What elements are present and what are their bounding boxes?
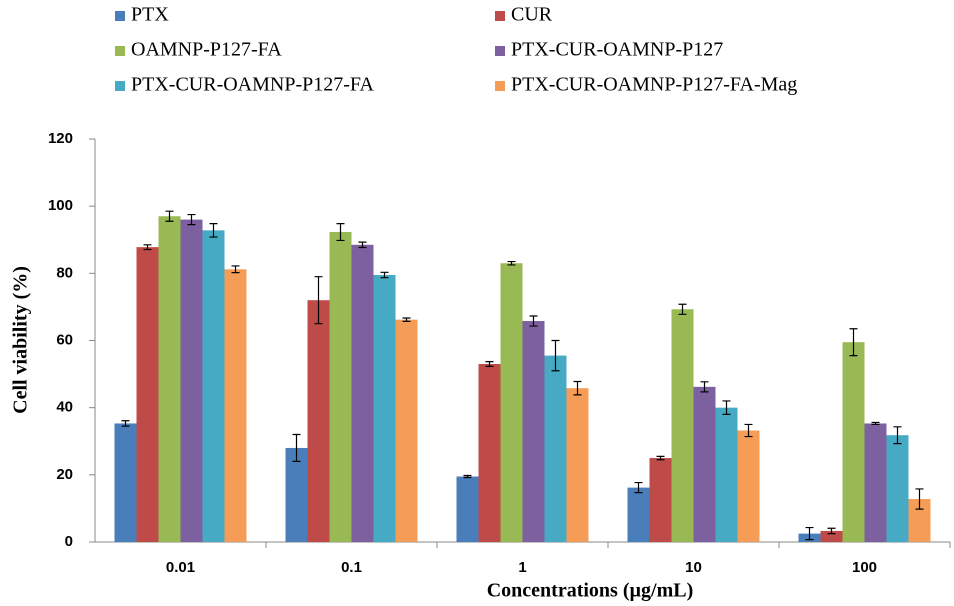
legend-label: PTX-CUR-OAMNP-P127 [511,39,723,61]
error-bar [121,420,130,427]
error-bar [744,423,753,438]
bar [842,342,865,542]
bar [500,263,523,542]
bar [671,309,694,542]
bar [373,275,396,542]
bar [351,244,374,542]
y-tick-label: 80 [56,264,73,281]
bar [886,435,909,542]
y-tick-label: 100 [48,197,73,214]
bar [456,476,479,542]
x-tick-label: 0.1 [341,559,362,576]
error-bar [143,244,152,251]
bar [820,530,843,542]
error-bar [358,241,367,249]
x-tick-label: 100 [852,559,877,576]
bar [202,230,225,542]
legend-swatch [115,46,125,56]
error-bar [231,265,240,274]
legend-swatch [115,11,125,21]
bar [544,355,567,542]
legend-swatch [495,11,505,21]
error-bar [827,527,836,535]
y-tick-label: 40 [56,399,73,416]
legend-swatch [495,81,505,91]
bar [114,423,137,542]
bar [737,430,760,542]
error-bar [805,526,814,541]
legend-label: PTX [131,4,169,26]
bar [627,487,650,542]
error-bar [678,303,687,315]
bar [908,499,931,542]
error-bar [634,481,643,494]
y-tick-label: 120 [48,130,73,147]
legend-label: PTX-CUR-OAMNP-P127-FA [131,74,375,96]
y-tick-label: 20 [56,466,73,483]
error-bar [507,260,516,266]
bar [307,300,330,542]
error-bar [573,380,582,396]
bar [693,386,716,542]
x-tick-label: 1 [518,559,526,576]
error-bar [187,213,196,226]
error-bar [336,223,345,242]
bar [329,232,352,543]
error-bar [292,433,301,462]
x-tick-label: 10 [685,559,702,576]
error-bar [700,381,709,393]
error-bar [165,210,174,222]
error-bar [893,426,902,445]
bar [285,447,308,542]
bar [180,219,203,542]
bar [715,407,738,542]
error-bar [722,400,731,415]
x-tick-label: 0.01 [166,559,195,576]
error-bar [380,271,389,279]
error-bar [402,317,411,322]
bar [478,364,501,542]
legend-swatch [495,46,505,56]
error-bar [463,474,472,479]
bar [649,458,672,542]
bar [158,216,181,542]
bar [522,321,545,542]
error-bar [314,276,323,325]
bar [224,269,247,542]
error-bar [871,421,880,426]
bar [136,247,159,542]
legend-label: CUR [511,4,553,26]
error-bar [551,339,560,372]
error-bar [209,223,218,238]
legend-swatch [115,81,125,91]
error-bar [915,488,924,510]
bar [395,319,418,542]
error-bar [529,315,538,327]
bar [864,423,887,542]
error-bar [656,455,665,461]
error-bar [849,328,858,357]
legend-label: PTX-CUR-OAMNP-P127-FA-Mag [511,74,797,96]
y-axis-label: Cell viability (%) [10,266,32,414]
y-tick-label: 60 [56,331,73,348]
legend-label: OAMNP-P127-FA [131,39,282,61]
x-axis-label: Concentrations (µg/mL) [487,580,694,602]
y-tick-label: 0 [65,533,73,550]
bar [566,388,589,542]
error-bar [485,361,494,367]
